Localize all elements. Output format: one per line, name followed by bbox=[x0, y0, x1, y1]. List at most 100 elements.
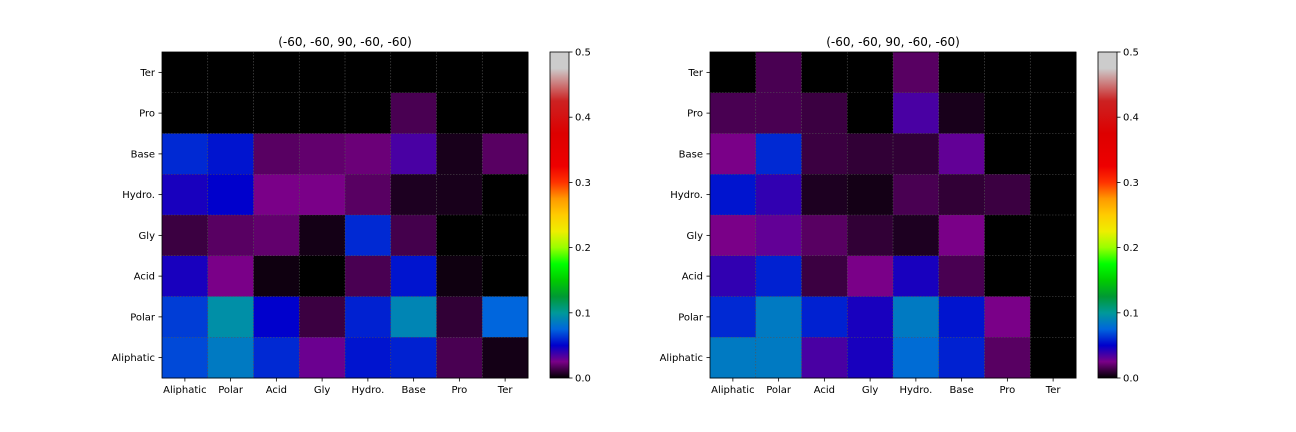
heatmap-cell bbox=[482, 174, 529, 216]
heatmap-cell bbox=[893, 52, 940, 94]
x-tick-label: Acid bbox=[814, 385, 835, 396]
heatmap-cell bbox=[710, 255, 757, 297]
heatmap-cell bbox=[984, 52, 1031, 94]
heatmap-cell bbox=[482, 52, 529, 94]
plot-frame bbox=[709, 51, 1077, 379]
heatmap-cell bbox=[801, 133, 848, 175]
y-tick-label: Base bbox=[131, 149, 155, 160]
heatmap-cell bbox=[938, 133, 985, 175]
heatmap-cell bbox=[299, 337, 346, 379]
colorbar bbox=[549, 51, 570, 379]
x-tick-label: Polar bbox=[766, 385, 792, 396]
heatmap-cell bbox=[299, 296, 346, 338]
colorbar-tick-label: 0.3 bbox=[1123, 178, 1139, 189]
heatmap-cell bbox=[984, 215, 1031, 257]
x-tick-label: Pro bbox=[999, 385, 1015, 396]
heatmap-cell bbox=[253, 52, 300, 94]
heatmap-cell bbox=[938, 52, 985, 94]
heatmap-cell bbox=[436, 215, 483, 257]
heatmap-cell bbox=[436, 255, 483, 297]
y-tick-label: Pro bbox=[687, 109, 703, 120]
x-tick-label: Ter bbox=[1045, 385, 1062, 396]
heatmap-cell bbox=[482, 92, 529, 134]
x-tick-label: Base bbox=[949, 385, 973, 396]
y-tick-label: Base bbox=[679, 149, 703, 160]
heatmap-cell bbox=[390, 133, 437, 175]
heatmap-cell bbox=[390, 337, 437, 379]
heatmap-cell bbox=[847, 92, 894, 134]
heatmap-cell bbox=[436, 296, 483, 338]
heatmap-cell bbox=[207, 174, 254, 216]
heatmap-cell bbox=[299, 215, 346, 257]
heatmap-cell bbox=[345, 52, 392, 94]
heatmap-cell bbox=[801, 92, 848, 134]
heatmap-cell bbox=[755, 215, 802, 257]
heatmap-cell bbox=[755, 337, 802, 379]
x-tick-label: Gly bbox=[314, 385, 331, 396]
heatmap-cell bbox=[1030, 52, 1077, 94]
heatmap-cell bbox=[710, 133, 757, 175]
x-tick-label: Gly bbox=[862, 385, 879, 396]
heatmap-cell bbox=[345, 255, 392, 297]
heatmap-cell bbox=[893, 92, 940, 134]
heatmap-cell bbox=[847, 255, 894, 297]
heatmap-cell bbox=[482, 255, 529, 297]
heatmap-cell bbox=[1030, 337, 1077, 379]
heatmap-cell bbox=[710, 296, 757, 338]
heatmap-cell bbox=[345, 92, 392, 134]
x-tick-label: Hydro. bbox=[351, 385, 384, 396]
heatmap-cell bbox=[847, 52, 894, 94]
heatmap-cell bbox=[801, 174, 848, 216]
heatmap-cell bbox=[893, 133, 940, 175]
y-tick-label: Ter bbox=[139, 68, 156, 79]
heatmap-cell bbox=[482, 133, 529, 175]
y-tick-label: Aliphatic bbox=[112, 353, 155, 364]
heatmap-cell bbox=[710, 337, 757, 379]
heatmap-cell bbox=[938, 92, 985, 134]
heatmap-cell bbox=[207, 92, 254, 134]
colorbar-tick-label: 0.0 bbox=[575, 374, 591, 385]
heatmap-cell bbox=[162, 215, 209, 257]
heatmap-cell bbox=[847, 337, 894, 379]
x-tick-label: Acid bbox=[266, 385, 287, 396]
heatmap-cell bbox=[801, 337, 848, 379]
x-tick-label: Polar bbox=[218, 385, 244, 396]
colorbar-tick-label: 0.3 bbox=[575, 178, 591, 189]
heatmap-cell bbox=[390, 92, 437, 134]
y-tick-label: Ter bbox=[687, 68, 704, 79]
y-tick-label: Polar bbox=[678, 312, 704, 323]
heatmap-cell bbox=[207, 255, 254, 297]
y-tick-label: Aliphatic bbox=[660, 353, 703, 364]
heatmap-cell bbox=[1030, 92, 1077, 134]
heatmap-cell bbox=[801, 215, 848, 257]
heatmap-cell bbox=[436, 52, 483, 94]
heatmap-cell bbox=[1030, 174, 1077, 216]
heatmap-cell bbox=[938, 174, 985, 216]
heatmap-cell bbox=[893, 215, 940, 257]
colorbar bbox=[1097, 51, 1118, 379]
heatmap-cell bbox=[207, 52, 254, 94]
heatmap-cell bbox=[755, 52, 802, 94]
heatmap-cell bbox=[984, 337, 1031, 379]
heatmap-cell bbox=[755, 92, 802, 134]
x-tick-label: Aliphatic bbox=[711, 385, 754, 396]
heatmap-cell bbox=[436, 133, 483, 175]
heatmap-cell bbox=[893, 337, 940, 379]
heatmap-panel-1: (-60, -60, 90, -60, -60) Aliphatic Polar Ac… bbox=[112, 35, 591, 396]
heatmap-cell bbox=[299, 52, 346, 94]
heatmap-cell bbox=[162, 92, 209, 134]
heatmap-cell bbox=[938, 296, 985, 338]
heatmap-panel-2: (-60, -60, 90, -60, -60) Aliphatic Polar Ac… bbox=[660, 35, 1139, 396]
heatmap-cell bbox=[390, 174, 437, 216]
heatmap-cell bbox=[299, 92, 346, 134]
heatmap-cell bbox=[801, 255, 848, 297]
heatmap-cell bbox=[938, 255, 985, 297]
heatmap-cell bbox=[801, 296, 848, 338]
colorbar-tick-label: 0.1 bbox=[575, 308, 591, 319]
heatmap-cell bbox=[345, 133, 392, 175]
y-tick-label: Gly bbox=[687, 231, 704, 242]
heatmap-cell bbox=[847, 296, 894, 338]
x-tick-label: Hydro. bbox=[899, 385, 932, 396]
colorbar-tick-label: 0.4 bbox=[1123, 113, 1139, 124]
heatmap-cell bbox=[847, 215, 894, 257]
